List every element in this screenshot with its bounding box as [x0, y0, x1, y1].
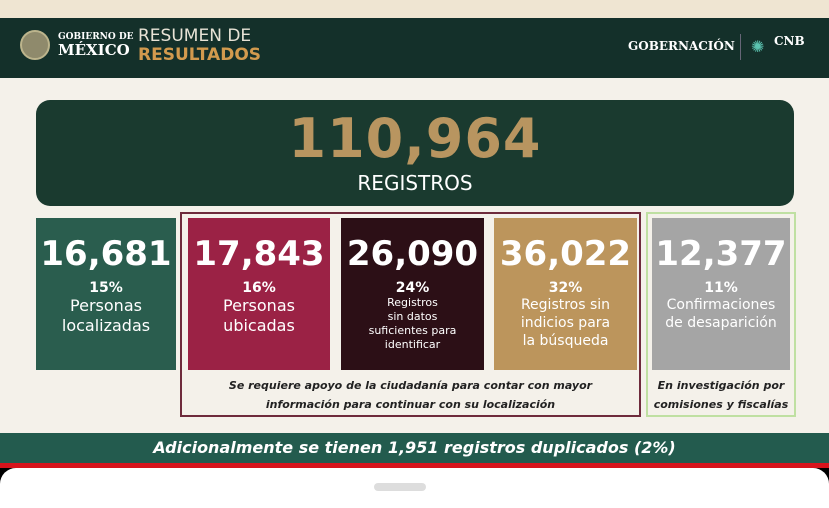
mexico-seal-icon: [20, 30, 50, 60]
card-label: Registros sin datos suficientes para ide…: [368, 296, 457, 351]
card-percent: 15%: [89, 280, 123, 296]
gov-line1: GOBIERNO DE: [58, 32, 134, 42]
card-value: 36,022: [499, 234, 632, 274]
card-label: Personas ubicadas: [223, 296, 295, 335]
card-value: 26,090: [346, 234, 479, 274]
card-percent: 32%: [548, 280, 583, 296]
card-value: 16,681: [40, 234, 172, 274]
card-ubicadas: 17,843 16% Personas ubicadas: [188, 218, 330, 370]
slide-title: RESUMEN DE RESULTADOS: [138, 28, 261, 64]
gobernacion-logo: GOBERNACIÓN: [628, 39, 735, 53]
card-percent: 11%: [704, 280, 738, 296]
card-percent: 24%: [395, 280, 430, 296]
card-percent: 16%: [242, 280, 276, 296]
cnb-emblem-icon: ✺: [751, 37, 765, 56]
investigation-box: En investigación por comisiones y fiscal…: [646, 212, 796, 417]
card-value: 12,377: [655, 234, 787, 274]
card-localizadas: 16,681 15% Personas localizadas: [36, 218, 176, 370]
card-label: Registros sin indicios para la búsqueda: [520, 297, 611, 349]
card-label: Confirmaciones de desaparición: [665, 297, 777, 331]
card-value: 17,843: [193, 234, 325, 274]
total-panel: 110,964 REGISTROS: [36, 100, 794, 206]
citizen-support-note: Se requiere apoyo de la ciudadanía para …: [228, 379, 593, 411]
duplicates-banner: Adicionalmente se tienen 1,951 registros…: [0, 433, 829, 463]
cnb-logo: CNB: [774, 34, 805, 48]
card-confirmaciones: 12,377 11% Confirmaciones de desaparició…: [652, 218, 790, 370]
card-sin-datos: 26,090 24% Registros sin datos suficient…: [341, 218, 484, 370]
title-line2: RESULTADOS: [138, 45, 262, 65]
total-label: REGISTROS: [357, 171, 473, 195]
card-label: Personas localizadas: [61, 296, 151, 335]
investigation-note: En investigación por comisiones y fiscal…: [653, 379, 789, 411]
top-band: [0, 0, 829, 18]
citizen-support-box: Se requiere apoyo de la ciudadanía para …: [180, 212, 641, 417]
card-sin-indicios: 36,022 32% Registros sin indicios para l…: [494, 218, 637, 370]
header: [0, 18, 829, 78]
total-value: 110,964: [288, 107, 542, 170]
video-progress-bar[interactable]: [0, 463, 829, 468]
gov-line2: MÉXICO: [58, 41, 130, 59]
gobierno-mexico-logo: GOBIERNO DE MÉXICO: [58, 33, 134, 58]
drag-handle[interactable]: [374, 483, 426, 491]
divider: [740, 34, 741, 60]
title-line1: RESUMEN DE: [138, 26, 252, 46]
